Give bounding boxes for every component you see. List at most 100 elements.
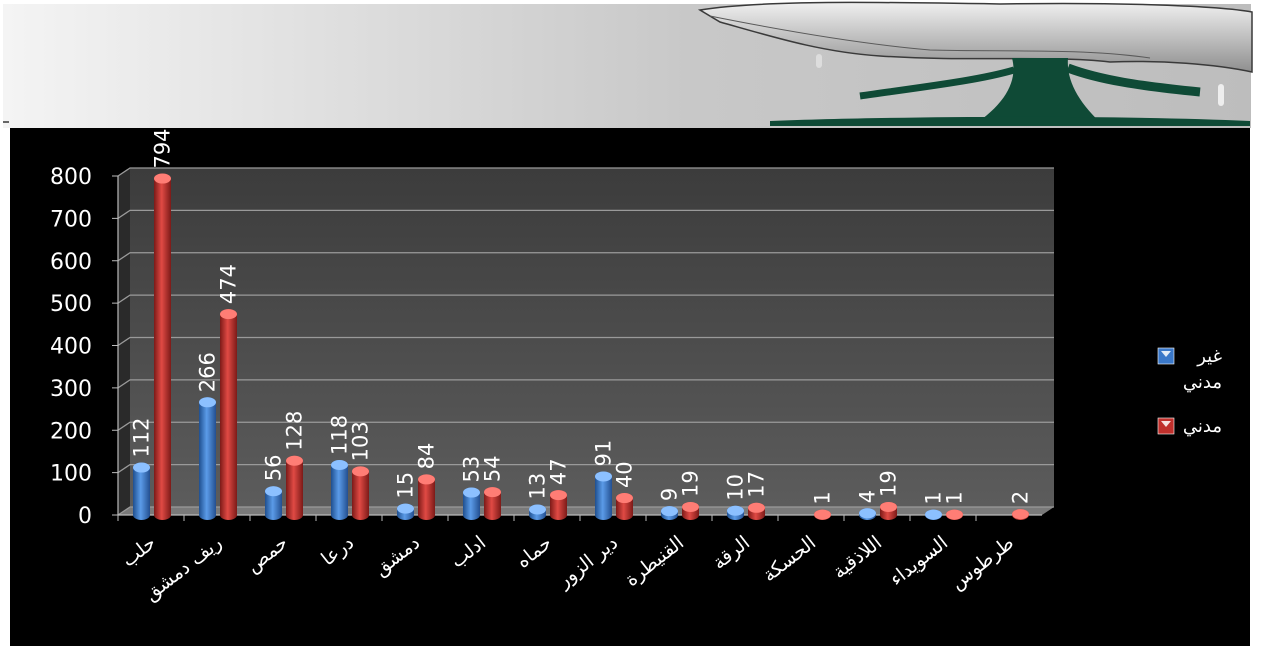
data-label: 1 [922, 491, 946, 504]
bar-cap [814, 509, 831, 520]
data-label: 54 [481, 455, 505, 482]
data-label: 15 [394, 472, 418, 499]
bar-cap [529, 504, 546, 515]
data-label: 91 [592, 440, 616, 467]
data-label: 47 [547, 458, 571, 485]
bar [595, 471, 612, 520]
bar-cap [727, 505, 744, 516]
legend-label: مدني [1183, 416, 1222, 437]
x-tick-label: طرطوس [946, 532, 1018, 595]
y-tick-label: 0 [78, 504, 92, 529]
bar-cap [616, 493, 633, 504]
bar-cap [595, 471, 612, 482]
x-tick-label: القنيطرة [621, 532, 688, 591]
gridline [117, 209, 1054, 219]
bar-cap [331, 459, 348, 470]
bar-cap [220, 309, 237, 320]
x-tick-label: حماه [512, 532, 556, 573]
y-tick-label: 100 [50, 462, 92, 487]
data-label: 17 [745, 471, 769, 498]
legend: غير مدني مدني [1157, 346, 1222, 437]
tree-banner-image [3, 1, 1253, 128]
gridline [117, 294, 1054, 304]
gridline [117, 252, 1054, 262]
bar-cap [859, 508, 876, 519]
bar [220, 309, 237, 520]
bar-cap [265, 486, 282, 497]
data-label: 128 [283, 411, 307, 451]
bar-cap [199, 397, 216, 408]
bar-cap [484, 487, 501, 498]
data-label: 2 [1009, 491, 1033, 504]
gridline [117, 506, 1054, 516]
x-tick-label: دمشق [370, 532, 424, 581]
x-tick-label: الحسكة [758, 532, 820, 587]
bar-cap [463, 487, 480, 498]
bar-cap [352, 466, 369, 477]
legend-label: مدني [1183, 372, 1222, 393]
bar-cap [1012, 509, 1029, 520]
data-label: 19 [877, 470, 901, 497]
bar [286, 455, 303, 520]
gridline [117, 167, 1054, 177]
bar [331, 459, 348, 520]
data-label: 112 [130, 417, 154, 457]
data-label: 794 [151, 128, 175, 168]
data-label: 474 [217, 264, 241, 304]
gridline [117, 421, 1054, 431]
legend-swatch-marker [1161, 421, 1171, 427]
data-label: 53 [460, 456, 484, 483]
x-tick-label: حلب [118, 532, 160, 572]
data-label: 40 [613, 461, 637, 488]
data-label: 13 [526, 473, 550, 500]
bar-chart: 0100200300400500600700800112794حلب266474… [50, 128, 1222, 605]
legend-swatch-marker [1161, 351, 1171, 357]
bar [418, 474, 435, 520]
data-label: 56 [262, 455, 286, 482]
x-tick-label: الرقة [708, 532, 754, 574]
y-tick-label: 800 [50, 165, 92, 190]
bar [199, 397, 216, 520]
data-label: 118 [328, 415, 352, 455]
bar-cap [661, 506, 678, 517]
bar [154, 173, 171, 520]
bar-cap [550, 490, 567, 501]
gridline [117, 336, 1054, 347]
y-tick-label: 300 [50, 377, 92, 402]
data-label: 9 [658, 488, 682, 501]
legend-label: غير [1196, 346, 1222, 367]
data-label: 84 [415, 443, 439, 470]
gridline [117, 379, 1054, 389]
x-tick-label: اللاذقية [829, 532, 887, 584]
y-tick-label: 700 [50, 207, 92, 232]
bar-cap [133, 462, 150, 473]
plot-floor [118, 507, 1054, 515]
bar-cap [682, 501, 699, 512]
data-label: 10 [724, 474, 748, 501]
data-label: 1 [943, 491, 967, 504]
bar-cap [880, 501, 897, 512]
bar-cap [925, 509, 942, 520]
y-tick-label: 600 [50, 250, 92, 275]
x-tick-label: ادلب [446, 532, 490, 573]
bar-cap [397, 503, 414, 514]
data-label: 266 [196, 352, 220, 392]
bar [352, 466, 369, 520]
data-label: 19 [679, 470, 703, 497]
data-label: 4 [856, 490, 880, 503]
data-label: 1 [811, 491, 835, 504]
x-tick-label: دير الزور [552, 532, 622, 593]
gridline [117, 463, 1054, 474]
y-tick-label: 500 [50, 292, 92, 317]
x-tick-label: درعا [317, 532, 358, 571]
x-tick-label: حمص [242, 532, 292, 578]
bar-cap [748, 502, 765, 513]
y-tick-label: 200 [50, 419, 92, 444]
bar-cap [154, 173, 171, 184]
bar [133, 462, 150, 520]
bar-cap [946, 509, 963, 520]
y-tick-label: 400 [50, 335, 92, 360]
bar-cap [286, 455, 303, 466]
x-tick-label: السويداء [885, 532, 952, 591]
bar-cap [418, 474, 435, 485]
